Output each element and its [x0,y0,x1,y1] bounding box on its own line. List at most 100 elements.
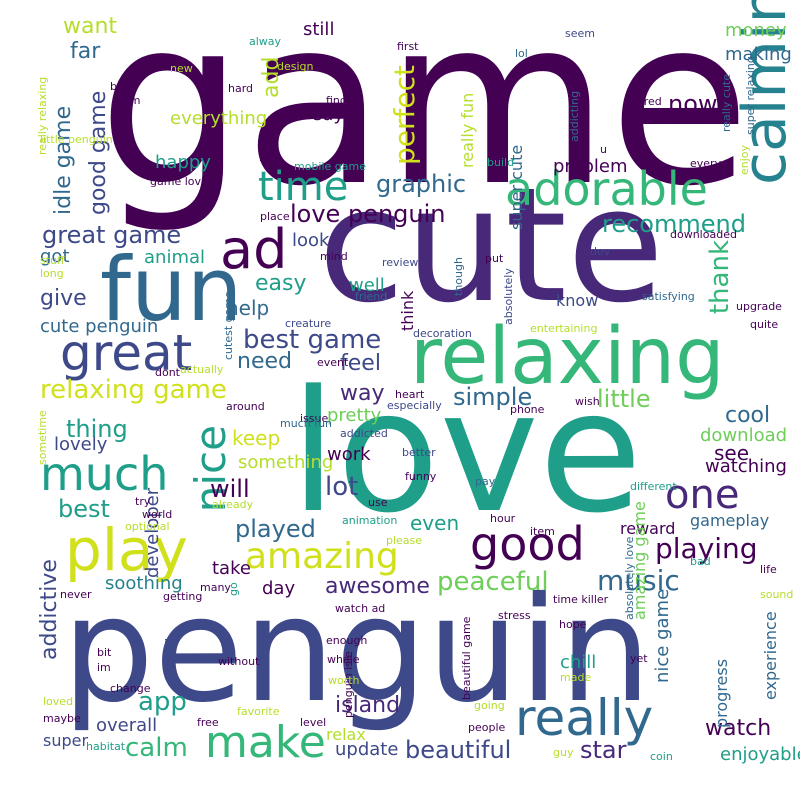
word-something: something [238,452,333,473]
word-will: will [210,475,250,503]
word-hard: hard [228,82,253,95]
word-buy: buy [110,80,131,93]
word-coin: coin [650,750,673,763]
word-bad: bad [690,555,711,568]
word-put: put [485,252,504,265]
word-relaxing: relaxing [410,312,725,402]
word-cute: cute [318,154,664,338]
word-many: many [200,581,231,594]
word-take: take [212,558,251,579]
word-go: go [227,582,240,596]
word-happy: happy [155,152,211,173]
word-long: long [40,267,64,280]
word-wish: wish [575,395,600,408]
word-developer: developer [142,487,163,578]
word-going: going [474,699,505,712]
word-quite: quite [750,318,778,331]
word-lot: lot [325,472,358,502]
word-thing: thing [66,415,128,443]
word-super-cute: super cute [507,145,526,230]
word-relax: relax [326,725,366,744]
word-level: level [300,716,326,729]
word-stress: stress [498,609,531,622]
word-find: find [326,94,347,107]
word-amazing-game: amazing game [630,501,649,620]
word-especially: especially [387,399,442,412]
word-really: really [515,689,653,747]
word-friend: friend [355,290,387,303]
word-soothing: soothing [105,573,183,594]
word-addicted: addicted [340,427,388,440]
word-beautiful: beautiful [405,736,511,764]
word-work: work [327,444,371,465]
word-help: help [226,296,269,320]
word-first: first [397,40,419,53]
word-got: got [40,246,70,267]
word-way: way [340,381,385,406]
word-never: never [60,588,92,601]
word-download: download [700,425,787,446]
word-great-game: great game [42,221,181,249]
word-say: say [313,104,344,125]
word-penguin: penguin [62,566,651,735]
word-lovely: lovely [54,434,108,455]
word-cutest-game: cutest game [222,291,235,360]
word-music: music [597,564,680,597]
word-look: look [292,230,330,251]
word-worth: worth [328,674,360,687]
word-every: every [690,157,722,170]
word-funny: funny [405,470,437,483]
word-watch: watch [705,716,771,741]
word-feel: feel [340,351,381,376]
word-really-good: really good [647,112,708,125]
word-app: app [138,687,187,717]
word-fun: fun [100,238,243,341]
word-addictive: addictive [37,559,62,660]
word-change: change [110,682,151,695]
word-super: super [43,731,88,750]
word-habitat: habitat [86,740,126,753]
word-great: great [60,324,192,382]
word-phone: phone [510,403,545,416]
word-different: different [630,480,677,493]
word-island: island [335,693,400,718]
word-love-penguin: love penguin [290,200,445,228]
word-watch-ad: watch ad [335,602,385,615]
word-money: money [725,20,787,41]
word-keep: keep [232,426,280,450]
word-problem: problem [553,156,627,177]
word-add: add [259,57,284,98]
word-nothing: nothing [161,638,174,680]
word-heart: heart [395,388,425,401]
word-peaceful: peaceful [437,567,549,597]
word-played: played [235,515,316,543]
word-graphic: graphic [376,170,466,198]
word-even: even [410,511,459,535]
word-update: update [335,739,398,760]
word-without: without [218,655,260,668]
word-much: much [40,447,168,501]
word-bored: bored [630,95,662,108]
word-build: build [487,156,514,169]
word-guy: guy [553,746,574,759]
word-please: please [386,534,422,547]
word-penguin-isle: penguin isle [342,651,355,718]
word-good-game: good game [86,91,111,215]
word-nice: nice [186,425,235,512]
word-u: u [600,143,607,156]
word-yet: yet [630,652,648,665]
word-event: event [317,356,349,369]
word-hour: hour [490,512,516,525]
word-experience: experience [761,611,780,700]
word-review: review [382,256,418,269]
word-know: know [556,291,598,310]
word-upgrade: upgrade [736,300,782,313]
word-new: new [170,62,193,75]
word-super-relaxing: super relaxing [744,56,757,135]
word-animal: animal [144,247,205,268]
word-downloaded: downloaded [670,228,737,241]
word-best-game: best game [243,325,381,355]
word-free: free [197,716,219,729]
